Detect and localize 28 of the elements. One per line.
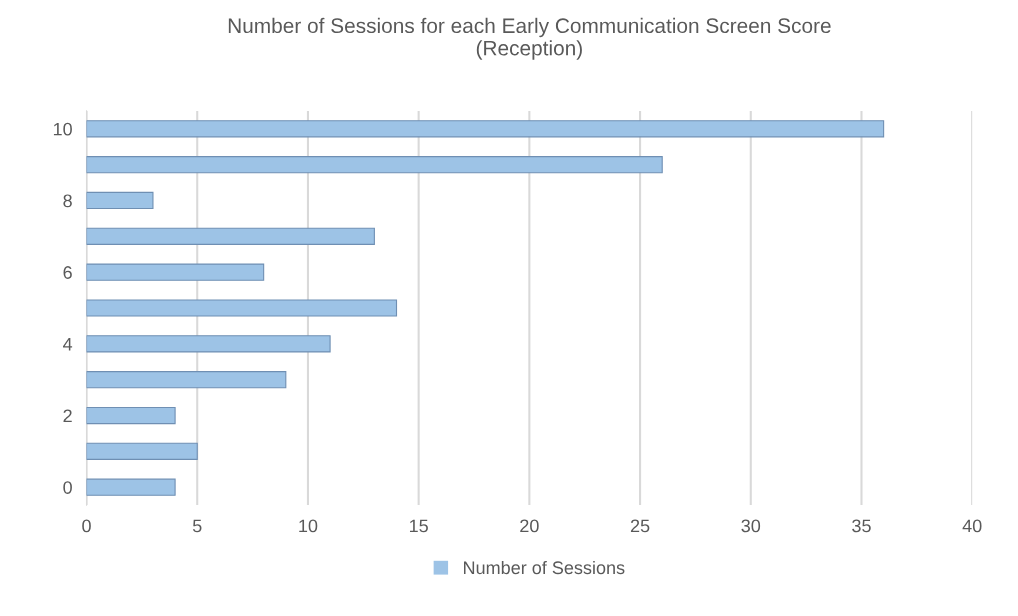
y-tick-label: 4	[63, 337, 73, 351]
x-tick-label: 40	[962, 519, 982, 533]
x-tick-label: 10	[299, 519, 318, 533]
y-tick-label: 6	[63, 266, 72, 279]
bar	[86, 191, 154, 210]
legend-label: Number of Sessions	[464, 560, 625, 575]
bar	[86, 299, 398, 317]
x-tick-label: 25	[630, 519, 650, 533]
x-tick-label: 20	[520, 519, 539, 533]
y-tick-label: 10	[53, 122, 72, 136]
bar	[86, 120, 885, 138]
bar	[86, 442, 198, 460]
bar	[86, 263, 265, 281]
bar	[86, 371, 287, 389]
bar	[86, 478, 176, 496]
y-tick-label: 8	[63, 194, 72, 208]
bar	[86, 406, 176, 425]
x-tick-label: 5	[192, 519, 202, 533]
bar	[86, 156, 663, 174]
x-tick-label: 15	[409, 519, 428, 533]
x-tick-label: 35	[852, 519, 871, 533]
x-tick-label: 30	[741, 519, 761, 533]
x-tick-label: 0	[82, 519, 91, 533]
y-tick-label: 2	[63, 409, 72, 423]
chart-title: Number of Sessions for each Early Communication Screen Score (Reception)	[228, 17, 831, 60]
bar	[86, 335, 331, 353]
bar	[86, 227, 375, 245]
y-tick-label: 0	[63, 481, 72, 494]
